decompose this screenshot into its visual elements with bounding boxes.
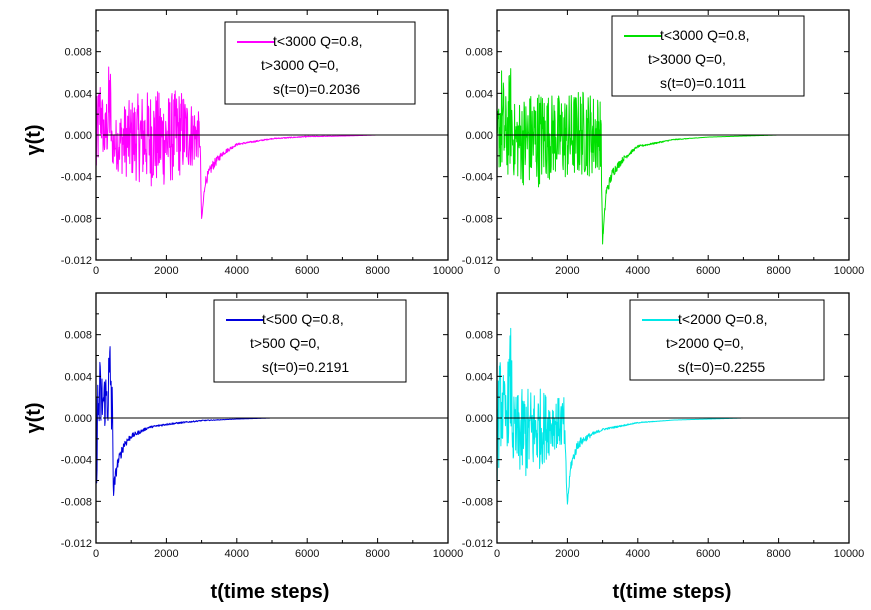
legend-box <box>611 15 805 97</box>
legend: t<2000 Q=0.8, t>2000 Q=0, s(t=0)=0.2255 <box>629 299 825 381</box>
y-tick-label: -0.012 <box>462 538 493 550</box>
x-tick-label: 2000 <box>154 265 178 277</box>
y-tick-label: -0.004 <box>462 172 493 184</box>
x-tick-label: 8000 <box>365 265 389 277</box>
panels: 0 2000 4000 6000 8000 10000-0.012-0.008-0.004… <box>61 9 865 560</box>
y-axis-title-bottom: γ(t) <box>23 402 45 433</box>
x-tick-label: 2000 <box>555 548 579 560</box>
x-tick-label: 0 <box>494 548 500 560</box>
x-tick-label: 4000 <box>626 265 650 277</box>
x-tick-label: 8000 <box>766 265 790 277</box>
x-tick-label: 6000 <box>696 548 720 560</box>
y-tick-label: -0.008 <box>462 213 493 225</box>
legend-box <box>629 299 825 381</box>
y-tick-label: 0.000 <box>465 130 493 142</box>
x-tick-label: 0 <box>93 548 99 560</box>
legend-label: s(t=0)=0.1011 <box>660 75 746 91</box>
y-tick-label: -0.008 <box>462 496 493 508</box>
x-tick-label: 10000 <box>834 265 865 277</box>
legend-label: t<3000 Q=0.8, <box>660 27 750 43</box>
y-tick-label: 0.008 <box>465 330 493 342</box>
y-tick-label: 0.008 <box>64 330 92 342</box>
y-tick-label: -0.012 <box>61 255 92 267</box>
panel-3: 0 2000 4000 6000 8000 10000 -0.012 -0.008 -0.004… <box>61 292 464 560</box>
y-tick-label: -0.008 <box>61 213 92 225</box>
legend-label: s(t=0)=0.2036 <box>273 81 360 97</box>
series-line <box>95 66 413 219</box>
y-axis-title-top: γ(t) <box>23 124 45 155</box>
x-tick-label: 4000 <box>225 265 249 277</box>
legend-label: t<500 Q=0.8, <box>262 311 344 327</box>
x-tick-label: 10000 <box>433 548 464 560</box>
x-tick-label: 10000 <box>834 548 865 560</box>
x-tick-label: 2000 <box>154 548 178 560</box>
legend-label: t<2000 Q=0.8, <box>678 311 768 327</box>
x-tick-label: 6000 <box>295 548 319 560</box>
y-tick-label: 0.008 <box>64 47 92 59</box>
legend-box <box>213 299 407 383</box>
y-tick-label: -0.012 <box>61 538 92 550</box>
y-tick-label: -0.004 <box>61 455 92 467</box>
legend: t<3000 Q=0.8, t>3000 Q=0, s(t=0)=0.1011 <box>611 15 805 97</box>
legend-label: s(t=0)=0.2191 <box>262 359 349 375</box>
panel-2: 0 2000 4000 6000 8000 10000 -0.012 -0.008 -0.004… <box>462 9 865 277</box>
y-tick-label: -0.012 <box>462 255 493 267</box>
y-tick-label: 0.004 <box>64 88 92 100</box>
x-tick-label: 6000 <box>696 265 720 277</box>
panel-4: 0 2000 4000 6000 8000 10000 -0.012 -0.008 -0.004… <box>462 292 865 560</box>
x-tick-label: 4000 <box>225 548 249 560</box>
x-axis-title-right: t(time steps) <box>613 581 732 603</box>
y-tick-label: 0.008 <box>465 47 493 59</box>
x-tick-label: 10000 <box>433 265 464 277</box>
y-tick-label: 0.004 <box>465 371 493 383</box>
x-tick-label: 0 <box>494 265 500 277</box>
x-tick-label: 0 <box>93 265 99 277</box>
y-tick-label: 0.004 <box>64 371 92 383</box>
panel-1: 0 2000 4000 6000 8000 10000 -0.012 -0.008 -0.004… <box>61 9 464 277</box>
legend-label: s(t=0)=0.2255 <box>678 359 765 375</box>
y-tick-label: 0.004 <box>465 88 493 100</box>
legend-label: t>3000 Q=0, <box>648 51 726 67</box>
legend-label: t>500 Q=0, <box>250 335 320 351</box>
series-line <box>496 68 814 245</box>
y-tick-label: -0.008 <box>61 496 92 508</box>
y-tick-label: 0.000 <box>64 413 92 425</box>
x-tick-label: 8000 <box>365 548 389 560</box>
legend-label: t>3000 Q=0, <box>261 57 339 73</box>
x-tick-label: 4000 <box>626 548 650 560</box>
x-tick-label: 2000 <box>555 265 579 277</box>
y-tick-label: -0.004 <box>462 455 493 467</box>
x-axis-title-left: t(time steps) <box>211 581 330 603</box>
x-tick-label: 8000 <box>766 548 790 560</box>
legend: t<500 Q=0.8, t>500 Q=0, s(t=0)=0.2191 <box>213 299 407 383</box>
x-tick-label: 6000 <box>295 265 319 277</box>
legend-box <box>224 21 416 105</box>
y-tick-label: -0.004 <box>61 172 92 184</box>
legend: t<3000 Q=0.8, t>3000 Q=0, s(t=0)=0.2036 <box>224 21 416 105</box>
y-tick-label: 0.000 <box>64 130 92 142</box>
legend-label: t>2000 Q=0, <box>666 335 744 351</box>
legend-label: t<3000 Q=0.8, <box>273 33 363 49</box>
y-tick-label: 0.000 <box>465 413 493 425</box>
